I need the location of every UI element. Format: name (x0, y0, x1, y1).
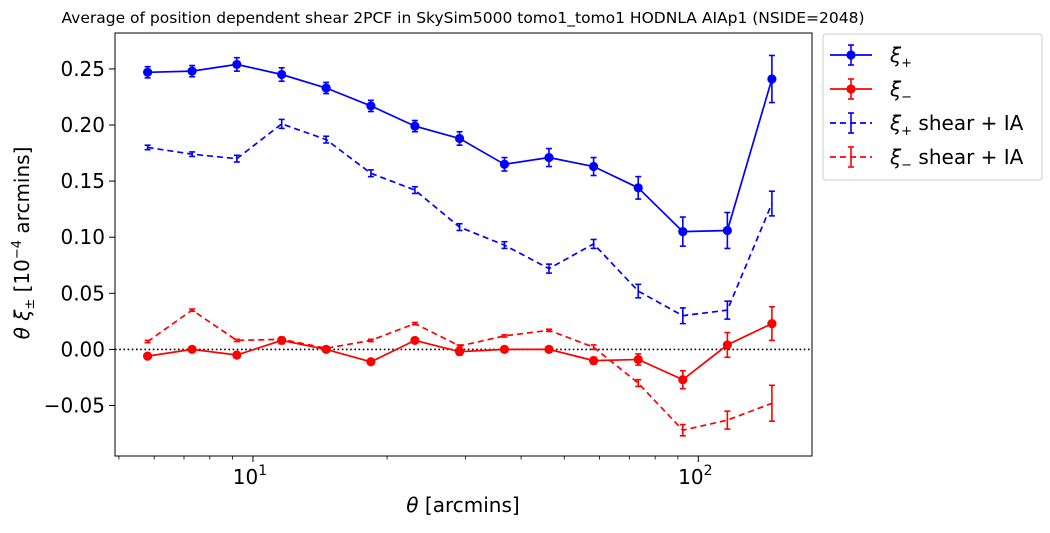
data-point (633, 183, 643, 193)
legend-marker (846, 50, 856, 60)
data-point (143, 67, 153, 77)
data-point (187, 344, 197, 355)
legend-entry-label: ξ− shear + IA (889, 145, 1024, 173)
data-point (366, 101, 376, 111)
data-point (589, 161, 599, 172)
x-tick-label: 101 (233, 463, 267, 489)
y-tick-label: 0.05 (60, 281, 105, 305)
data-point (544, 152, 554, 163)
data-point (143, 351, 153, 361)
data-point (321, 83, 331, 93)
data-point (366, 357, 376, 367)
data-point (633, 354, 643, 365)
data-point (722, 340, 732, 350)
legend-entry-label: ξ+ (889, 43, 912, 71)
legend-entry-label: ξ+ shear + IA (889, 111, 1024, 139)
data-point (454, 347, 465, 357)
data-point (410, 335, 420, 346)
data-point (232, 59, 242, 70)
y-tick-label: 0.25 (60, 57, 105, 81)
data-point (454, 133, 465, 144)
y-tick-label: 0.20 (60, 113, 105, 137)
series-line (147, 122, 773, 317)
y-tick-label: 0.00 (60, 337, 105, 361)
x-axis-label: θ [arcmins] (406, 493, 519, 517)
y-axis-label: θ ξ± [10−4 arcmins] (10, 147, 38, 340)
data-point (678, 226, 688, 237)
plot-frame (114, 32, 813, 457)
y-tick-label: 0.15 (60, 169, 105, 193)
legend-marker (846, 84, 856, 94)
y-tick-label: −0.05 (44, 394, 105, 418)
data-point (410, 121, 420, 131)
legend: ξ+ ξ− ξ+ shear + IA ξ− shear + IA (822, 33, 1043, 181)
data-point (767, 74, 777, 84)
plot-area: 0.25 0.20 0.15 0.10 0.05 0.00 −0.05 101 102 (44, 32, 813, 489)
y-tick-label: 0.10 (60, 225, 105, 249)
chart-title: Average of position dependent shear 2PCF… (61, 9, 864, 28)
series-line (147, 309, 773, 432)
data-point (499, 159, 510, 169)
x-tick-label: 102 (678, 463, 712, 489)
data-point (187, 66, 197, 76)
data-point (544, 344, 554, 355)
data-point (722, 225, 732, 236)
series-group (143, 54, 777, 437)
legend-box (822, 33, 1043, 181)
data-point (589, 356, 599, 366)
series-line (147, 63, 773, 233)
data-point (277, 69, 287, 80)
data-point (678, 375, 688, 385)
data-point (499, 344, 510, 355)
legend-entry-label: ξ− (889, 77, 912, 105)
data-point (767, 319, 777, 329)
data-point (232, 350, 242, 360)
